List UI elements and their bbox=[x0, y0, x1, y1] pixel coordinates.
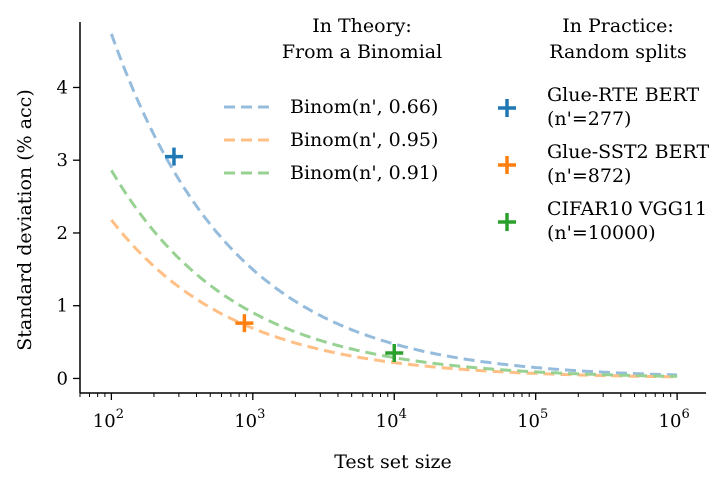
x-tick-label: 103 bbox=[234, 407, 265, 432]
practice-legend-title-line-1: In Practice: bbox=[562, 15, 674, 37]
x-tick-label-base: 10 bbox=[234, 411, 257, 432]
practice-point-marker bbox=[385, 343, 404, 362]
practice-point-marker bbox=[164, 147, 183, 166]
practice-legend-marker bbox=[498, 213, 516, 231]
practice-legend-marker bbox=[498, 156, 516, 174]
x-axis-label: Test set size bbox=[334, 451, 452, 473]
y-tick-label: 3 bbox=[57, 150, 68, 171]
theory-legend-label: Binom(n', 0.95) bbox=[290, 129, 438, 151]
theory-legend-label: Binom(n', 0.66) bbox=[290, 96, 438, 118]
theory-curve bbox=[109, 33, 678, 377]
practice-points bbox=[164, 147, 404, 362]
x-tick-label-exponent: 3 bbox=[257, 407, 265, 422]
x-tick-label: 102 bbox=[93, 407, 124, 432]
practice-legend-label-line: CIFAR10 VGG11 bbox=[547, 198, 707, 220]
x-tick-label-exponent: 2 bbox=[116, 407, 124, 422]
y-tick-label: 1 bbox=[57, 296, 68, 317]
x-tick-label-base: 10 bbox=[376, 411, 399, 432]
x-tick-label: 105 bbox=[517, 407, 548, 432]
theory-curves bbox=[109, 33, 678, 379]
y-tick-label: 4 bbox=[57, 77, 68, 98]
theory-legend-entries: Binom(n', 0.66) Binom(n', 0.95) Binom(n', … bbox=[224, 96, 438, 184]
x-tick-label-exponent: 5 bbox=[540, 407, 548, 422]
theory-legend-title-line-1: In Theory: bbox=[312, 15, 412, 37]
x-tick-label-exponent: 6 bbox=[681, 407, 689, 422]
x-tick-label: 104 bbox=[376, 407, 407, 432]
practice-point-marker bbox=[235, 314, 254, 333]
practice-legend-title-line-2: Random splits bbox=[549, 41, 686, 63]
x-tick-label: 106 bbox=[659, 407, 690, 432]
practice-legend-label-line: (n'=872) bbox=[547, 165, 631, 187]
practice-legend-label-line: Glue-SST2 BERT bbox=[547, 141, 709, 163]
x-tick-label-base: 10 bbox=[659, 411, 682, 432]
theory-legend: In Theory: From a Binomial bbox=[282, 15, 442, 63]
x-tick-label-base: 10 bbox=[517, 411, 540, 432]
theory-curve bbox=[110, 218, 678, 379]
y-tick-label: 2 bbox=[57, 223, 68, 244]
x-tick-label-base: 10 bbox=[93, 411, 116, 432]
practice-legend-marker bbox=[498, 99, 516, 117]
practice-legend-label-line: Glue-RTE BERT bbox=[547, 84, 700, 106]
practice-legend: In Practice: Random splits bbox=[549, 15, 686, 63]
practice-legend-label-line: (n'=10000) bbox=[547, 222, 656, 244]
y-axis-label: Standard deviation (% acc) bbox=[14, 89, 36, 351]
y-tick-label: 0 bbox=[57, 368, 68, 389]
theory-legend-label: Binom(n', 0.91) bbox=[290, 162, 438, 184]
theory-legend-title-line-2: From a Binomial bbox=[282, 41, 442, 63]
practice-legend-entries: Glue-RTE BERT(n'=277) Glue-SST2 BERT(n'=8… bbox=[498, 84, 709, 244]
x-tick-label-exponent: 4 bbox=[399, 407, 407, 422]
practice-legend-label-line: (n'=277) bbox=[547, 108, 631, 130]
theory-curve bbox=[110, 169, 678, 378]
